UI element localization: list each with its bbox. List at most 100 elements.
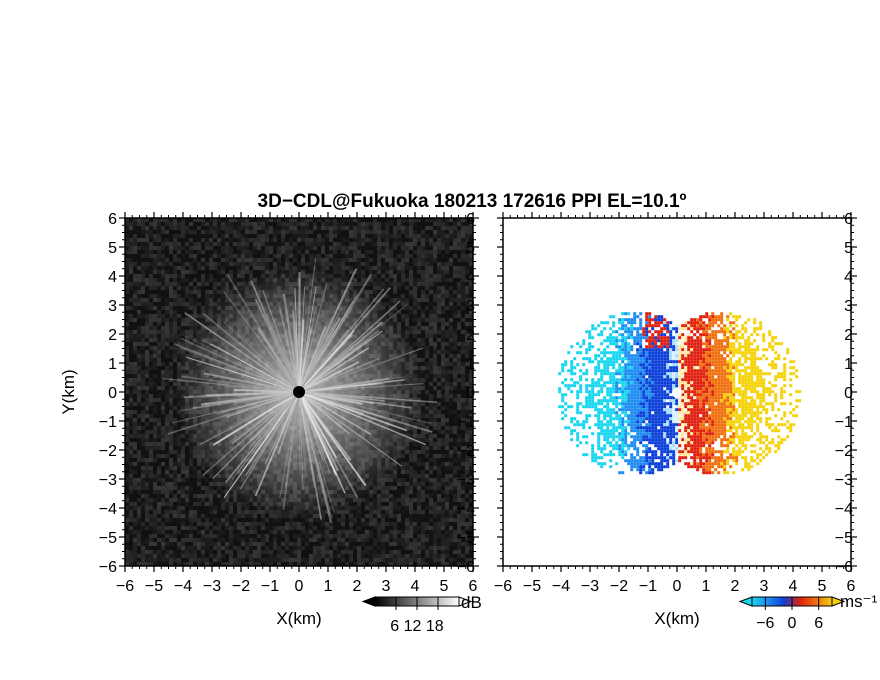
noise-pixel xyxy=(429,430,433,434)
noise-pixel xyxy=(409,486,413,490)
noise-pixel xyxy=(429,226,433,230)
noise-pixel xyxy=(393,242,397,246)
noise-pixel xyxy=(441,242,445,246)
noise-pixel xyxy=(445,418,449,422)
noise-pixel xyxy=(369,534,373,538)
noise-pixel xyxy=(433,246,437,250)
noise-pixel xyxy=(217,290,221,294)
noise-pixel xyxy=(401,306,405,310)
noise-pixel xyxy=(461,370,465,374)
noise-pixel xyxy=(429,218,433,222)
noise-pixel xyxy=(177,258,181,262)
noise-pixel xyxy=(337,262,341,266)
noise-pixel xyxy=(153,518,157,522)
noise-pixel xyxy=(137,482,141,486)
noise-pixel xyxy=(169,510,173,514)
noise-pixel xyxy=(181,506,185,510)
noise-pixel xyxy=(213,542,217,546)
noise-pixel xyxy=(129,366,133,370)
noise-pixel xyxy=(173,538,177,542)
noise-pixel xyxy=(429,334,433,338)
noise-pixel xyxy=(417,346,421,350)
noise-pixel xyxy=(377,238,381,242)
noise-pixel xyxy=(241,250,245,254)
noise-pixel xyxy=(141,238,145,242)
noise-pixel xyxy=(445,386,449,390)
noise-pixel xyxy=(461,230,465,234)
noise-pixel xyxy=(461,298,465,302)
noise-pixel xyxy=(245,530,249,534)
noise-pixel xyxy=(169,414,173,418)
noise-pixel xyxy=(365,514,369,518)
noise-pixel xyxy=(433,534,437,538)
noise-pixel xyxy=(313,242,317,246)
noise-pixel xyxy=(469,434,473,438)
noise-pixel xyxy=(377,514,381,518)
noise-pixel xyxy=(149,538,153,542)
noise-pixel xyxy=(453,538,457,542)
noise-pixel xyxy=(125,450,129,454)
noise-pixel xyxy=(425,450,429,454)
noise-pixel xyxy=(373,242,377,246)
noise-pixel xyxy=(153,354,157,358)
noise-pixel xyxy=(133,478,137,482)
noise-pixel xyxy=(133,330,137,334)
noise-pixel xyxy=(449,350,453,354)
noise-pixel xyxy=(233,254,237,258)
noise-pixel xyxy=(137,350,141,354)
noise-pixel xyxy=(301,526,305,530)
noise-pixel xyxy=(141,386,145,390)
noise-pixel xyxy=(437,410,441,414)
noise-pixel xyxy=(393,522,397,526)
noise-pixel xyxy=(181,462,185,466)
noise-pixel xyxy=(157,246,161,250)
noise-pixel xyxy=(341,258,345,262)
noise-pixel xyxy=(125,538,129,542)
noise-pixel xyxy=(393,486,397,490)
noise-pixel xyxy=(421,246,425,250)
noise-pixel xyxy=(445,486,449,490)
noise-pixel xyxy=(457,298,461,302)
noise-pixel xyxy=(137,398,141,402)
noise-pixel xyxy=(437,306,441,310)
noise-pixel xyxy=(185,538,189,542)
noise-pixel xyxy=(145,430,149,434)
noise-pixel xyxy=(205,238,209,242)
noise-pixel xyxy=(125,386,129,390)
noise-pixel xyxy=(141,358,145,362)
noise-pixel xyxy=(153,458,157,462)
noise-pixel xyxy=(437,438,441,442)
noise-pixel xyxy=(461,502,465,506)
noise-pixel xyxy=(181,542,185,546)
noise-pixel xyxy=(149,542,153,546)
noise-pixel xyxy=(461,462,465,466)
noise-pixel xyxy=(457,242,461,246)
noise-pixel xyxy=(125,362,129,366)
noise-pixel xyxy=(449,246,453,250)
noise-pixel xyxy=(133,342,137,346)
noise-pixel xyxy=(205,290,209,294)
noise-pixel xyxy=(173,482,177,486)
noise-pixel xyxy=(445,370,449,374)
noise-pixel xyxy=(437,294,441,298)
noise-pixel xyxy=(129,362,133,366)
noise-pixel xyxy=(417,506,421,510)
noise-pixel xyxy=(161,530,165,534)
noise-pixel xyxy=(193,254,197,258)
noise-pixel xyxy=(177,438,181,442)
noise-pixel xyxy=(437,514,441,518)
noise-pixel xyxy=(393,238,397,242)
noise-pixel xyxy=(421,526,425,530)
noise-pixel xyxy=(369,258,373,262)
noise-pixel xyxy=(437,494,441,498)
noise-pixel xyxy=(233,518,237,522)
noise-pixel xyxy=(145,494,149,498)
noise-pixel xyxy=(213,506,217,510)
noise-pixel xyxy=(417,266,421,270)
noise-pixel xyxy=(153,478,157,482)
noise-pixel xyxy=(445,530,449,534)
noise-pixel xyxy=(465,514,469,518)
noise-pixel xyxy=(225,234,229,238)
noise-pixel xyxy=(125,222,129,226)
noise-pixel xyxy=(417,286,421,290)
